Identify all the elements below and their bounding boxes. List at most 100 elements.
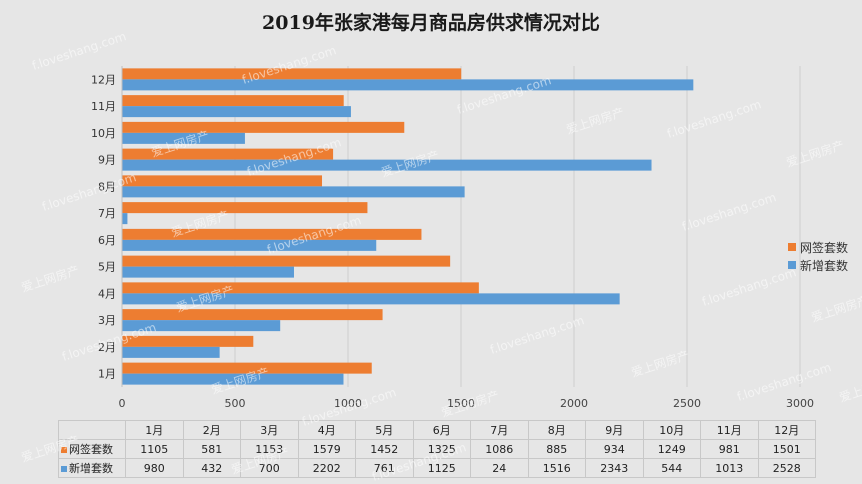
table-cell: 581 (182, 439, 241, 459)
y-category-label: 11月 (91, 100, 116, 113)
bar-series-1 (122, 202, 368, 214)
bar-series-2 (122, 159, 652, 171)
legend-label-series-1: 网签套数 (800, 240, 849, 255)
bar-series-2 (122, 320, 281, 332)
table-header-cell: 8月 (527, 420, 586, 440)
bar-series-1 (122, 255, 451, 267)
table-series-label: 网签套数 (58, 439, 126, 459)
table-header-cell: 12月 (757, 420, 816, 440)
x-tick-label: 500 (225, 397, 246, 410)
table-cell: 544 (642, 458, 701, 478)
table-cell: 934 (585, 439, 644, 459)
bar-series-1 (122, 362, 372, 374)
table-cell: 1086 (470, 439, 529, 459)
table-row: 新增套数 980 432 700 2202 761 1125 24 1516 2343 544 101… (58, 458, 816, 478)
table-cell: 1516 (527, 458, 586, 478)
x-tick-label: 0 (119, 397, 126, 410)
table-row: 网签套数 1105 581 1153 1579 1452 1325 1086 885 934 124… (58, 439, 816, 459)
legend-item-series-2: 新增套数 (788, 256, 848, 274)
table-header-cell: 6月 (412, 420, 471, 440)
table-cell: 761 (355, 458, 414, 478)
table-cell: 1125 (412, 458, 471, 478)
x-tick-label: 2500 (673, 397, 701, 410)
data-table: 1月 2月 3月 4月 5月 6月 7月 8月 9月 10月 11月 12月 网签套数 1105 581 11… (58, 420, 816, 478)
y-category-label: 10月 (91, 127, 116, 140)
x-tick-label: 2000 (560, 397, 588, 410)
bar-series-1 (122, 68, 462, 80)
bar-series-1 (122, 95, 344, 107)
legend-swatch-series-1 (788, 243, 796, 251)
table-legend-key (61, 466, 67, 472)
y-category-label: 9月 (98, 154, 116, 167)
table-cell: 1249 (642, 439, 701, 459)
table-cell: 1105 (125, 439, 184, 459)
table-cell: 1325 (412, 439, 471, 459)
bar-series-2 (122, 186, 465, 198)
bar-series-1 (122, 148, 334, 160)
bar-series-2 (122, 106, 351, 118)
y-category-label: 8月 (98, 180, 116, 193)
table-header-cell: 11月 (700, 420, 759, 440)
bar-series-1 (122, 309, 383, 321)
bar-series-1 (122, 121, 405, 133)
bar-series-1 (122, 335, 254, 347)
table-series-name: 网签套数 (69, 443, 113, 456)
bar-series-2 (122, 239, 377, 251)
bar-series-2 (122, 293, 620, 305)
table-cell: 1501 (757, 439, 816, 459)
table-header-cell: 1月 (125, 420, 184, 440)
bar-series-2 (122, 79, 694, 91)
table-cell: 1013 (700, 458, 759, 478)
bar-series-2 (122, 373, 344, 385)
table-header-cell: 9月 (585, 420, 644, 440)
table-cell: 1452 (355, 439, 414, 459)
x-tick-label: 1500 (447, 397, 475, 410)
table-cell: 981 (700, 439, 759, 459)
table-cell: 885 (527, 439, 586, 459)
table-header-cell: 7月 (470, 420, 529, 440)
table-cell: 980 (125, 458, 184, 478)
table-cell: 700 (240, 458, 299, 478)
y-category-label: 3月 (98, 314, 116, 327)
bar-series-2 (122, 213, 128, 225)
table-cell: 1153 (240, 439, 299, 459)
table-cell: 2202 (297, 458, 356, 478)
table-cell: 432 (182, 458, 241, 478)
bar-series-2 (122, 132, 245, 144)
table-cell: 24 (470, 458, 529, 478)
legend: 网签套数 新增套数 (788, 238, 848, 274)
y-category-label: 5月 (98, 261, 116, 274)
table-header-cell: 10月 (642, 420, 701, 440)
bar-series-2 (122, 266, 294, 278)
x-tick-label: 3000 (786, 397, 814, 410)
table-cell: 1579 (297, 439, 356, 459)
table-header-row: 1月 2月 3月 4月 5月 6月 7月 8月 9月 10月 11月 12月 (58, 420, 816, 440)
x-tick-label: 1000 (334, 397, 362, 410)
y-category-label: 12月 (91, 73, 116, 86)
y-category-label: 7月 (98, 207, 116, 220)
table-cell: 2528 (757, 458, 816, 478)
y-category-label: 6月 (98, 234, 116, 247)
table-header-cell: 4月 (297, 420, 356, 440)
table-header-cell: 5月 (355, 420, 414, 440)
bar-series-1 (122, 175, 323, 187)
table-cell: 2343 (585, 458, 644, 478)
table-header-cell: 2月 (182, 420, 241, 440)
table-series-label: 新增套数 (58, 458, 126, 478)
table-legend-key (61, 447, 67, 453)
y-category-label: 1月 (98, 368, 116, 381)
chart-title: 2019年张家港每月商品房供求情况对比 (262, 12, 600, 34)
y-category-label: 4月 (98, 287, 116, 300)
bar-series-1 (122, 282, 479, 294)
bar-series-1 (122, 228, 422, 240)
legend-swatch-series-2 (788, 261, 796, 269)
y-category-label: 2月 (98, 341, 116, 354)
table-series-name: 新增套数 (69, 462, 113, 475)
table-header-cell: 3月 (240, 420, 299, 440)
legend-item-series-1: 网签套数 (788, 238, 848, 256)
table-corner-cell (58, 420, 126, 440)
bar-series-2 (122, 346, 220, 358)
legend-label-series-2: 新增套数 (800, 258, 849, 273)
